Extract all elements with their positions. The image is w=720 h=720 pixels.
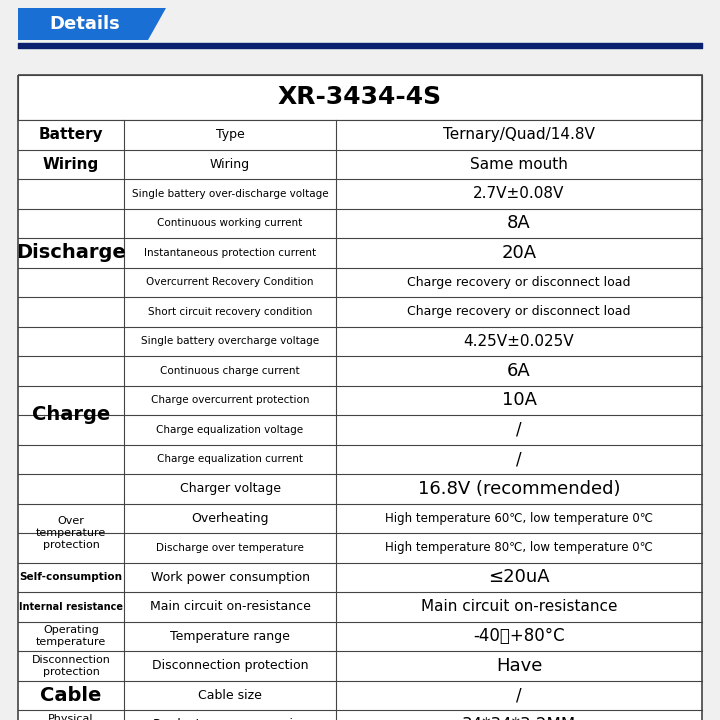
Text: 4.25V±0.025V: 4.25V±0.025V (464, 334, 575, 348)
Bar (18, 651, 702, 680)
Text: Over
temperature
protection: Over temperature protection (36, 516, 106, 549)
Bar (18, 415, 702, 444)
Text: ≤20uA: ≤20uA (488, 568, 550, 586)
Bar (18, 562, 702, 592)
Text: 16.8V (recommended): 16.8V (recommended) (418, 480, 621, 498)
Text: /: / (516, 420, 522, 438)
Text: Continuous charge current: Continuous charge current (161, 366, 300, 376)
Bar (18, 503, 702, 533)
Text: 6A: 6A (507, 361, 531, 379)
Text: Disconnection
protection: Disconnection protection (32, 655, 110, 677)
Text: Continuous working current: Continuous working current (158, 218, 302, 228)
Bar (18, 444, 702, 474)
Bar (18, 474, 702, 503)
Text: Product appearance size: Product appearance size (153, 719, 307, 720)
Bar (18, 356, 702, 385)
Text: Self-consumption: Self-consumption (19, 572, 122, 582)
Text: Main circuit on-resistance: Main circuit on-resistance (150, 600, 310, 613)
Text: Type: Type (216, 128, 244, 141)
Text: Cable: Cable (40, 685, 102, 705)
Bar (18, 326, 702, 356)
Bar (18, 75, 702, 120)
Text: 8A: 8A (507, 215, 531, 233)
Text: /: / (516, 686, 522, 704)
Bar (18, 297, 702, 326)
Text: Discharge over temperature: Discharge over temperature (156, 543, 304, 553)
Text: /: / (516, 450, 522, 468)
Text: Cable size: Cable size (198, 689, 262, 702)
Bar (18, 592, 702, 621)
Text: Charger voltage: Charger voltage (179, 482, 281, 495)
Text: Instantaneous protection current: Instantaneous protection current (144, 248, 316, 258)
Bar (18, 150, 702, 179)
Text: 2.7V±0.08V: 2.7V±0.08V (473, 186, 564, 202)
Text: 34*34*3.2MM: 34*34*3.2MM (462, 716, 576, 720)
Bar (18, 268, 702, 297)
Text: Temperature range: Temperature range (170, 630, 290, 643)
Bar (18, 209, 702, 238)
Text: Single battery overcharge voltage: Single battery overcharge voltage (141, 336, 319, 346)
Text: Charge recovery or disconnect load: Charge recovery or disconnect load (408, 305, 631, 318)
Text: Charge equalization voltage: Charge equalization voltage (156, 425, 304, 435)
Text: Ternary/Quad/14.8V: Ternary/Quad/14.8V (443, 127, 595, 143)
Bar (18, 621, 702, 651)
Text: Battery: Battery (39, 127, 104, 143)
Text: Internal resistance: Internal resistance (19, 602, 123, 612)
Bar (18, 238, 702, 268)
Text: Short circuit recovery condition: Short circuit recovery condition (148, 307, 312, 317)
Text: Have: Have (496, 657, 542, 675)
Text: Work power consumption: Work power consumption (150, 571, 310, 584)
Text: Disconnection protection: Disconnection protection (152, 660, 308, 672)
Bar (18, 120, 702, 150)
Text: Same mouth: Same mouth (470, 157, 568, 172)
Text: Charge overcurrent protection: Charge overcurrent protection (150, 395, 310, 405)
Text: 10A: 10A (502, 391, 536, 409)
Text: Main circuit on-resistance: Main circuit on-resistance (420, 599, 617, 614)
Text: Overheating: Overheating (192, 512, 269, 525)
Text: Overcurrent Recovery Condition: Overcurrent Recovery Condition (146, 277, 314, 287)
Text: Charge equalization current: Charge equalization current (157, 454, 303, 464)
Text: Single battery over-discharge voltage: Single battery over-discharge voltage (132, 189, 328, 199)
Polygon shape (18, 8, 166, 40)
Text: High temperature 80℃, low temperature 0℃: High temperature 80℃, low temperature 0℃ (385, 541, 653, 554)
Text: Discharge: Discharge (16, 243, 126, 262)
Text: Wiring: Wiring (43, 157, 99, 172)
Bar (18, 710, 702, 720)
Text: Details: Details (50, 15, 120, 33)
Bar (18, 385, 702, 415)
Text: 20A: 20A (501, 244, 536, 262)
Text: Physical
dimension: Physical dimension (42, 714, 100, 720)
Text: XR-3434-4S: XR-3434-4S (278, 86, 442, 109)
Bar (18, 179, 702, 209)
Bar (18, 533, 702, 562)
Text: -40至+80°C: -40至+80°C (473, 627, 565, 645)
Text: Wiring: Wiring (210, 158, 250, 171)
Bar (18, 680, 702, 710)
Text: Operating
temperature: Operating temperature (36, 626, 106, 647)
Text: High temperature 60℃, low temperature 0℃: High temperature 60℃, low temperature 0℃ (385, 512, 653, 525)
Text: Charge: Charge (32, 405, 110, 425)
Text: Charge recovery or disconnect load: Charge recovery or disconnect load (408, 276, 631, 289)
